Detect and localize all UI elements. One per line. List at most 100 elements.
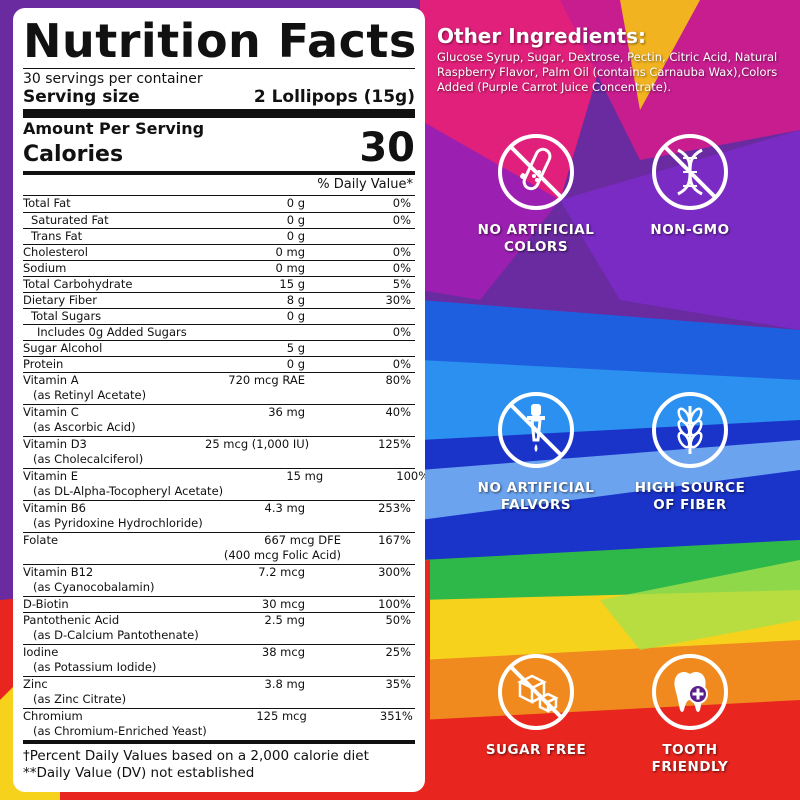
vitamin-row: Vitamin B12 (as Cyanocobalamin) 7.2 mcg 300…	[23, 564, 415, 596]
nutrient-row: Includes 0g Added Sugars 0%	[23, 324, 415, 340]
feature-sugar-free: SUGAR FREE	[456, 652, 616, 759]
other-ingredients-text: Glucose Syrup, Sugar, Dextrose, Pectin, …	[437, 50, 778, 94]
vitamin-amount: 36 mg	[268, 405, 305, 419]
feature-tooth-friendly: TOOTH FRIENDLY	[610, 652, 770, 776]
vitamin-row: Vitamin A (as Retinyl Acetate) 720 mcg RAE…	[23, 372, 415, 404]
nutrient-name: Saturated Fat	[31, 213, 109, 227]
mineral-amount: 38 mcg	[261, 645, 305, 659]
vitamin-amount-cell: 720 mcg RAE	[205, 373, 345, 404]
vitamin-amount-cell: 7.2 mcg	[205, 565, 345, 596]
vitamin-amount: 15 mg	[286, 469, 324, 483]
other-ingredients-title: Other Ingredients:	[437, 24, 647, 48]
nutrient-row: Total Carbohydrate 15 g 5%	[23, 276, 415, 292]
feature-label: SUGAR FREE	[485, 742, 587, 758]
vitamin-name-cell: Vitamin E (as DL-Alpha-Tocopheryl Acetate…	[23, 469, 223, 500]
nutrient-amount: 0 g	[286, 213, 305, 227]
vitamin-daily-value: 253%	[378, 501, 411, 515]
vitamin-amount: 720 mcg RAE	[228, 373, 305, 387]
vitamin-amount: 7.2 mcg	[258, 565, 305, 579]
footnote-dv-not-established: **Daily Value (DV) not established	[23, 765, 255, 781]
vitamin-name: Vitamin B12	[23, 565, 94, 579]
feature-label: NO ARTIFICIAL COLORS	[477, 222, 595, 255]
vitamin-source: (as Pyridoxine Hydrochloride)	[33, 516, 203, 530]
nutrient-amount: 15 g	[279, 277, 305, 291]
feature-label: NO ARTIFICIAL FALVORS	[477, 480, 595, 513]
mineral-name: Pantothenic Acid	[23, 613, 120, 627]
biotin-daily-value: 100%	[378, 597, 411, 611]
vitamin-name-cell: Vitamin D3 (as Cholecalciferol)	[23, 437, 205, 468]
nutrient-row: Total Fat 0 g 0%	[23, 196, 415, 212]
nutrient-row: Total Sugars 0 g	[23, 308, 415, 324]
nutrient-amount: 0 mg	[275, 261, 305, 275]
nutrient-daily-value	[345, 229, 415, 244]
vitamin-daily-value: 40%	[385, 405, 411, 419]
nutrient-row: Saturated Fat 0 g 0%	[23, 212, 415, 228]
biotin-name: D-Biotin	[23, 597, 69, 611]
vitamin-name-cell: Folate	[23, 533, 205, 564]
feature-no-artificial-flavors: NO ARTIFICIAL FALVORS	[456, 390, 616, 514]
nutrient-name: Sugar Alcohol	[23, 341, 103, 355]
nutrient-amount: 0 g	[286, 357, 305, 371]
feature-non-gmo: NON-GMO	[610, 132, 770, 239]
vitamin-amount: 25 mcg (1,000 IU)	[205, 437, 310, 451]
nutrient-daily-value: 0%	[392, 245, 411, 259]
tooth-icon	[652, 654, 728, 730]
vitamin-amount-cell: 667 mcg DFE (400 mcg Folic Acid)	[205, 533, 345, 564]
mineral-amount: 125 mcg	[256, 709, 307, 723]
vitamin-row: Vitamin B6 (as Pyridoxine Hydrochloride) 4…	[23, 500, 415, 532]
nutrient-daily-value: 0%	[392, 261, 411, 275]
vitamin-daily-value: 300%	[378, 565, 411, 579]
nutrient-daily-value	[345, 309, 415, 324]
calories-label: Calories	[23, 142, 124, 167]
mineral-amount: 2.5 mg	[264, 613, 305, 627]
sugar-cube-crossed-icon	[498, 654, 574, 730]
nutrient-amount	[205, 325, 345, 340]
mineral-source: (as Chromium-Enriched Yeast)	[33, 724, 207, 738]
nutrient-daily-value: 0%	[392, 325, 411, 339]
vitamin-name-cell: Vitamin B6 (as Pyridoxine Hydrochloride)	[23, 501, 205, 532]
mineral-source: (as Potassium Iodide)	[33, 660, 157, 674]
mineral-daily-value: 50%	[385, 613, 411, 627]
nutrient-row: Trans Fat 0 g	[23, 228, 415, 244]
dna-crossed-icon	[652, 134, 728, 210]
mineral-name: Chromium	[23, 709, 83, 723]
nutrient-amount: 0 mg	[275, 245, 305, 259]
vitamin-name: Vitamin C	[23, 405, 79, 419]
nutrient-name: Cholesterol	[23, 245, 88, 259]
vitamin-amount: 4.3 mg	[264, 501, 305, 515]
biotin-row: D-Biotin 30 mcg 100%	[23, 596, 415, 612]
vitamin-source: (as Retinyl Acetate)	[33, 388, 147, 402]
mineral-daily-value: 35%	[385, 677, 411, 691]
feature-label: TOOTH FRIENDLY	[651, 742, 729, 775]
vitamin-name: Vitamin D3	[23, 437, 87, 451]
vitamin-amount-cell: 4.3 mg	[205, 501, 345, 532]
feature-high-source-of-fiber: HIGH SOURCE OF FIBER	[610, 390, 770, 514]
feature-label: HIGH SOURCE OF FIBER	[634, 480, 746, 513]
nutrient-amount: 0 g	[286, 196, 305, 210]
nutrient-row: Protein 0 g 0%	[23, 356, 415, 372]
nutrient-amount: 0 g	[286, 229, 305, 243]
mineral-name-cell: Zinc (as Zinc Citrate)	[23, 677, 205, 708]
vitamin-row: Vitamin D3 (as Cholecalciferol) 25 mcg (1,…	[23, 436, 415, 468]
vitamin-name-cell: Vitamin A (as Retinyl Acetate)	[23, 373, 205, 404]
vitamin-amount: 667 mcg DFE	[264, 533, 341, 547]
nutrition-facts-title: Nutrition Facts	[23, 14, 417, 68]
mineral-row: Pantothenic Acid (as D-Calcium Pantothena…	[23, 612, 415, 644]
footnote-daily-values: †Percent Daily Values based on a 2,000 c…	[23, 748, 369, 764]
nutrient-name: Protein	[23, 357, 64, 371]
mineral-row: Zinc (as Zinc Citrate) 3.8 mg 35%	[23, 676, 415, 708]
amount-per-serving: Amount Per Serving	[23, 119, 205, 138]
vitamin-row: Vitamin C (as Ascorbic Acid) 36 mg 40%	[23, 404, 415, 436]
mineral-name-cell: Iodine (as Potassium Iodide)	[23, 645, 205, 676]
mineral-amount: 3.8 mg	[264, 677, 305, 691]
vitamin-source: (as Cholecalciferol)	[33, 452, 144, 466]
nutrient-daily-value: 5%	[392, 277, 411, 291]
vitamin-name: Vitamin B6	[23, 501, 86, 515]
nutrient-daily-value: 0%	[392, 196, 411, 210]
calories-row: Calories 30	[23, 128, 415, 168]
feature-no-artificial-colors: NO ARTIFICIAL COLORS	[456, 132, 616, 256]
nutrient-name: Total Carbohydrate	[23, 277, 133, 291]
vitamin-source: (as DL-Alpha-Tocopheryl Acetate)	[33, 484, 224, 498]
nutrient-amount: 0 g	[286, 309, 305, 323]
vitamin-row: Folate 667 mcg DFE (400 mcg Folic Acid) 167…	[23, 532, 415, 564]
